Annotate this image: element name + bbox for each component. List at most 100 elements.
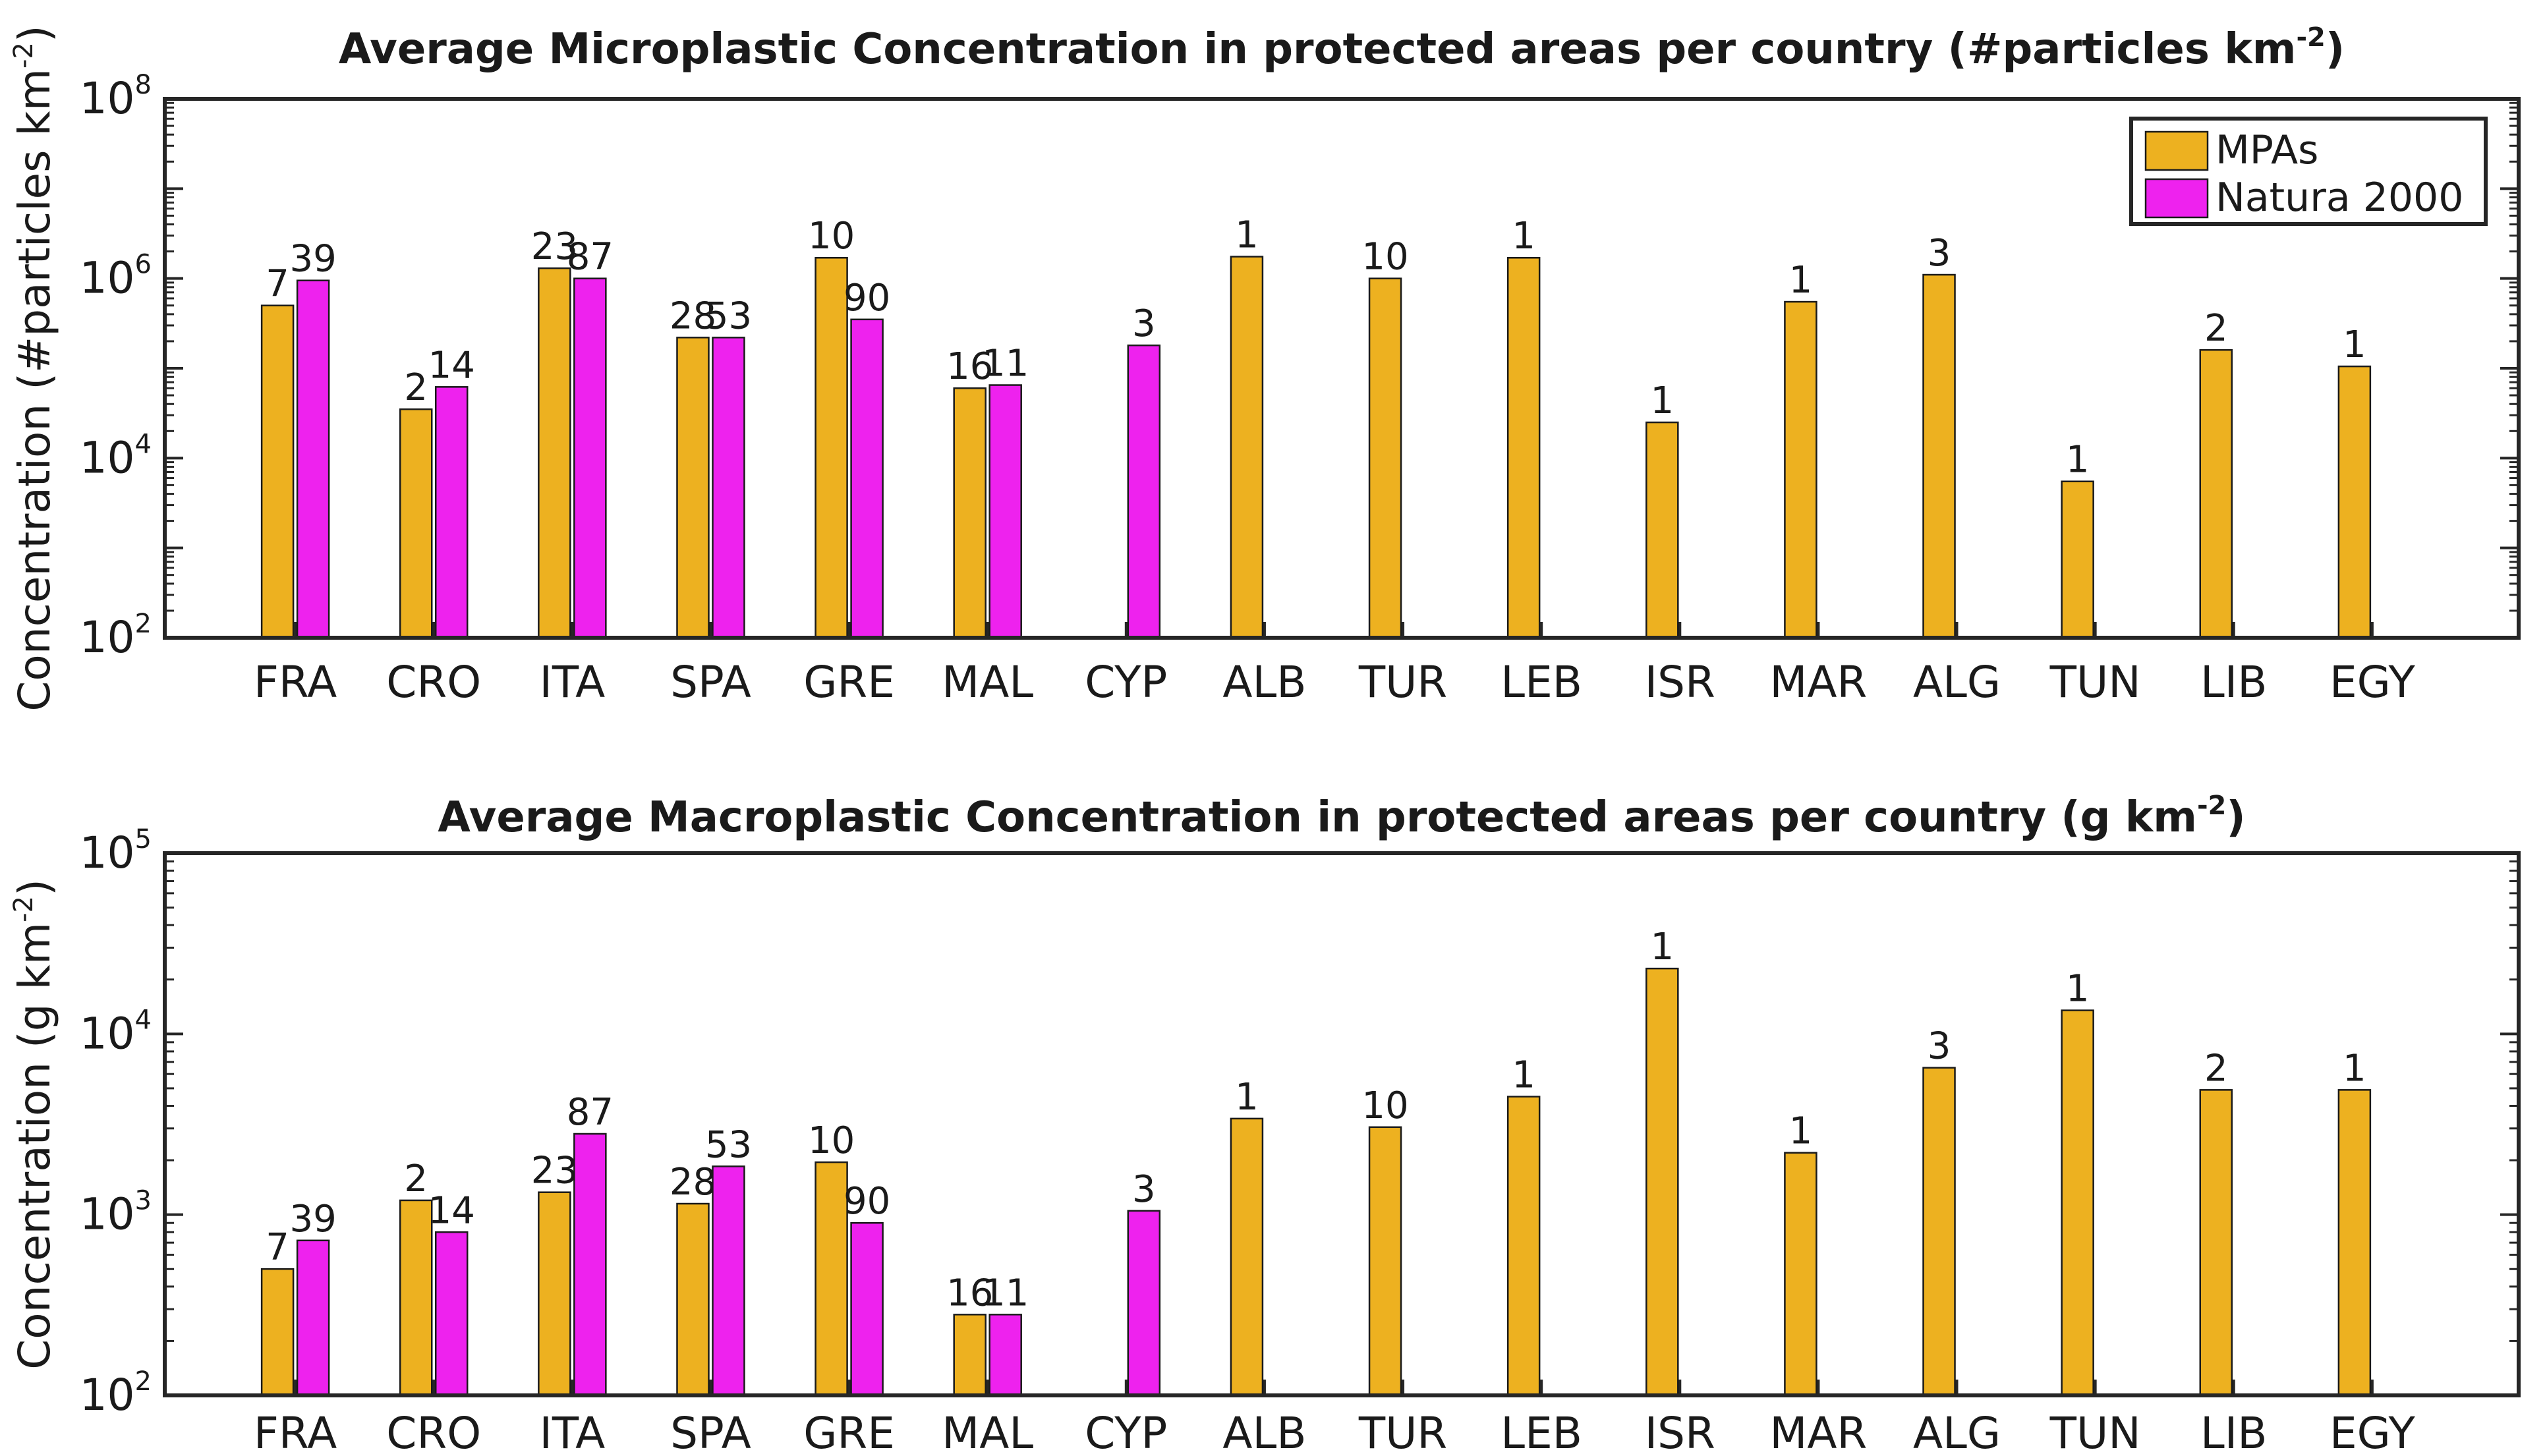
data-label: 1: [1650, 379, 1674, 422]
data-label: 1: [2343, 1047, 2366, 1090]
y-tick-label: 104: [80, 1005, 152, 1059]
x-tick-label: TUN: [2049, 1408, 2141, 1456]
x-tick-label: CRO: [386, 657, 481, 708]
x-tick-label: LEB: [1501, 1408, 1582, 1456]
data-label: 2: [2204, 1047, 2228, 1090]
plot-frame: [163, 851, 2521, 1397]
data-label: 16: [946, 1272, 993, 1314]
bar-mpas: [1645, 421, 1679, 639]
data-label: 1: [2066, 439, 2090, 482]
x-tick-label: ALG: [1913, 1408, 2001, 1456]
bar-natura2000: [988, 1314, 1022, 1397]
data-label: 3: [1132, 1168, 1156, 1211]
data-label: 23: [531, 225, 578, 268]
data-label: 1: [1512, 1053, 1535, 1096]
data-label: 90: [844, 1180, 890, 1223]
x-tick-label: FRA: [254, 657, 337, 708]
x-tick-label: TUR: [1358, 1408, 1447, 1456]
chart-2: Average Macroplastic Concentration in pr…: [9, 791, 2521, 1456]
bar-mpas: [815, 1161, 848, 1397]
data-label: 11: [982, 343, 1029, 385]
legend-swatch: [2144, 178, 2209, 219]
bar-mpas: [1506, 1096, 1541, 1397]
data-label: 10: [808, 215, 855, 258]
data-label: 7: [266, 263, 289, 306]
bar-mpas: [2199, 1089, 2233, 1397]
x-tick-label: LEB: [1501, 657, 1582, 708]
data-label: 1: [1512, 215, 1535, 258]
bar-mpas: [260, 1268, 295, 1397]
y-tick-label: 105: [80, 824, 152, 878]
bar-mpas: [676, 1202, 710, 1397]
x-tick-label: TUR: [1358, 657, 1447, 708]
x-tick-label: EGY: [2330, 657, 2416, 708]
x-tick-label: LIB: [2200, 657, 2268, 708]
bar-mpas: [1922, 1067, 1956, 1397]
bar-natura2000: [434, 1231, 469, 1397]
data-label: 1: [1789, 259, 1813, 302]
data-label: 3: [1132, 302, 1156, 345]
x-tick-label: SPA: [670, 657, 751, 708]
plot-frame: [163, 97, 2521, 640]
data-label: 3: [1928, 1025, 1951, 1068]
bar-mpas: [538, 1191, 571, 1397]
data-label: 14: [428, 344, 475, 387]
data-label: 87: [567, 236, 614, 279]
bar-mpas: [1784, 1152, 1817, 1397]
bar-natura2000: [1127, 344, 1161, 639]
y-tick-label: 103: [80, 1186, 152, 1240]
x-tick-label: GRE: [803, 1408, 895, 1456]
x-tick-label: CYP: [1085, 1408, 1167, 1456]
data-label: 1: [2343, 323, 2366, 366]
bar-mpas: [399, 1199, 433, 1397]
bar-mpas: [1645, 967, 1679, 1397]
data-label: 87: [567, 1091, 614, 1134]
data-label: 2: [404, 366, 428, 409]
data-label: 1: [2066, 968, 2090, 1011]
data-label: 11: [982, 1272, 1029, 1314]
x-tick-label: MAL: [942, 657, 1033, 708]
bar-natura2000: [712, 1165, 745, 1397]
y-axis-label: Concentration (g km-2): [9, 879, 60, 1370]
bar-mpas: [2061, 480, 2094, 639]
data-label: 23: [531, 1150, 578, 1192]
bar-mpas: [2337, 365, 2372, 639]
data-label: 10: [808, 1119, 855, 1162]
bar-mpas: [815, 256, 848, 639]
x-tick-label: MAL: [942, 1408, 1033, 1456]
x-tick-label: GRE: [803, 657, 895, 708]
bar-mpas: [399, 408, 433, 639]
bar-mpas: [2061, 1009, 2094, 1397]
data-label: 53: [705, 294, 752, 337]
bar-natura2000: [850, 318, 884, 639]
bar-mpas: [953, 387, 987, 639]
bar-natura2000: [573, 1133, 607, 1397]
x-tick-label: ITA: [539, 657, 605, 708]
data-label: 16: [946, 345, 993, 388]
bar-mpas: [1230, 1117, 1264, 1397]
data-label: 1: [1235, 214, 1259, 257]
bar-mpas: [538, 267, 571, 639]
chart-1: Average Microplastic Concentration in pr…: [9, 22, 2521, 712]
legend-label: Natura 2000: [2216, 175, 2463, 221]
data-label: 10: [1361, 1084, 1408, 1127]
y-axis-label: Concentration (#particles km-2): [9, 25, 60, 711]
chart-title: Average Macroplastic Concentration in pr…: [438, 791, 2245, 842]
y-tick-label: 104: [80, 429, 152, 483]
bar-mpas: [953, 1314, 987, 1397]
x-tick-label: FRA: [254, 1408, 337, 1456]
bar-mpas: [1368, 277, 1402, 639]
data-label: 2: [2204, 307, 2228, 350]
data-label: 39: [289, 1198, 336, 1241]
x-tick-label: MAR: [1769, 1408, 1867, 1456]
bar-mpas: [1784, 300, 1817, 639]
bar-natura2000: [850, 1221, 884, 1397]
y-tick-label: 106: [80, 250, 152, 304]
x-tick-label: ISR: [1645, 1408, 1715, 1456]
data-label: 1: [1789, 1110, 1813, 1153]
bar-natura2000: [573, 277, 607, 639]
data-label: 3: [1928, 232, 1951, 275]
x-tick-label: ALB: [1222, 657, 1306, 708]
bar-mpas: [2337, 1089, 2372, 1397]
